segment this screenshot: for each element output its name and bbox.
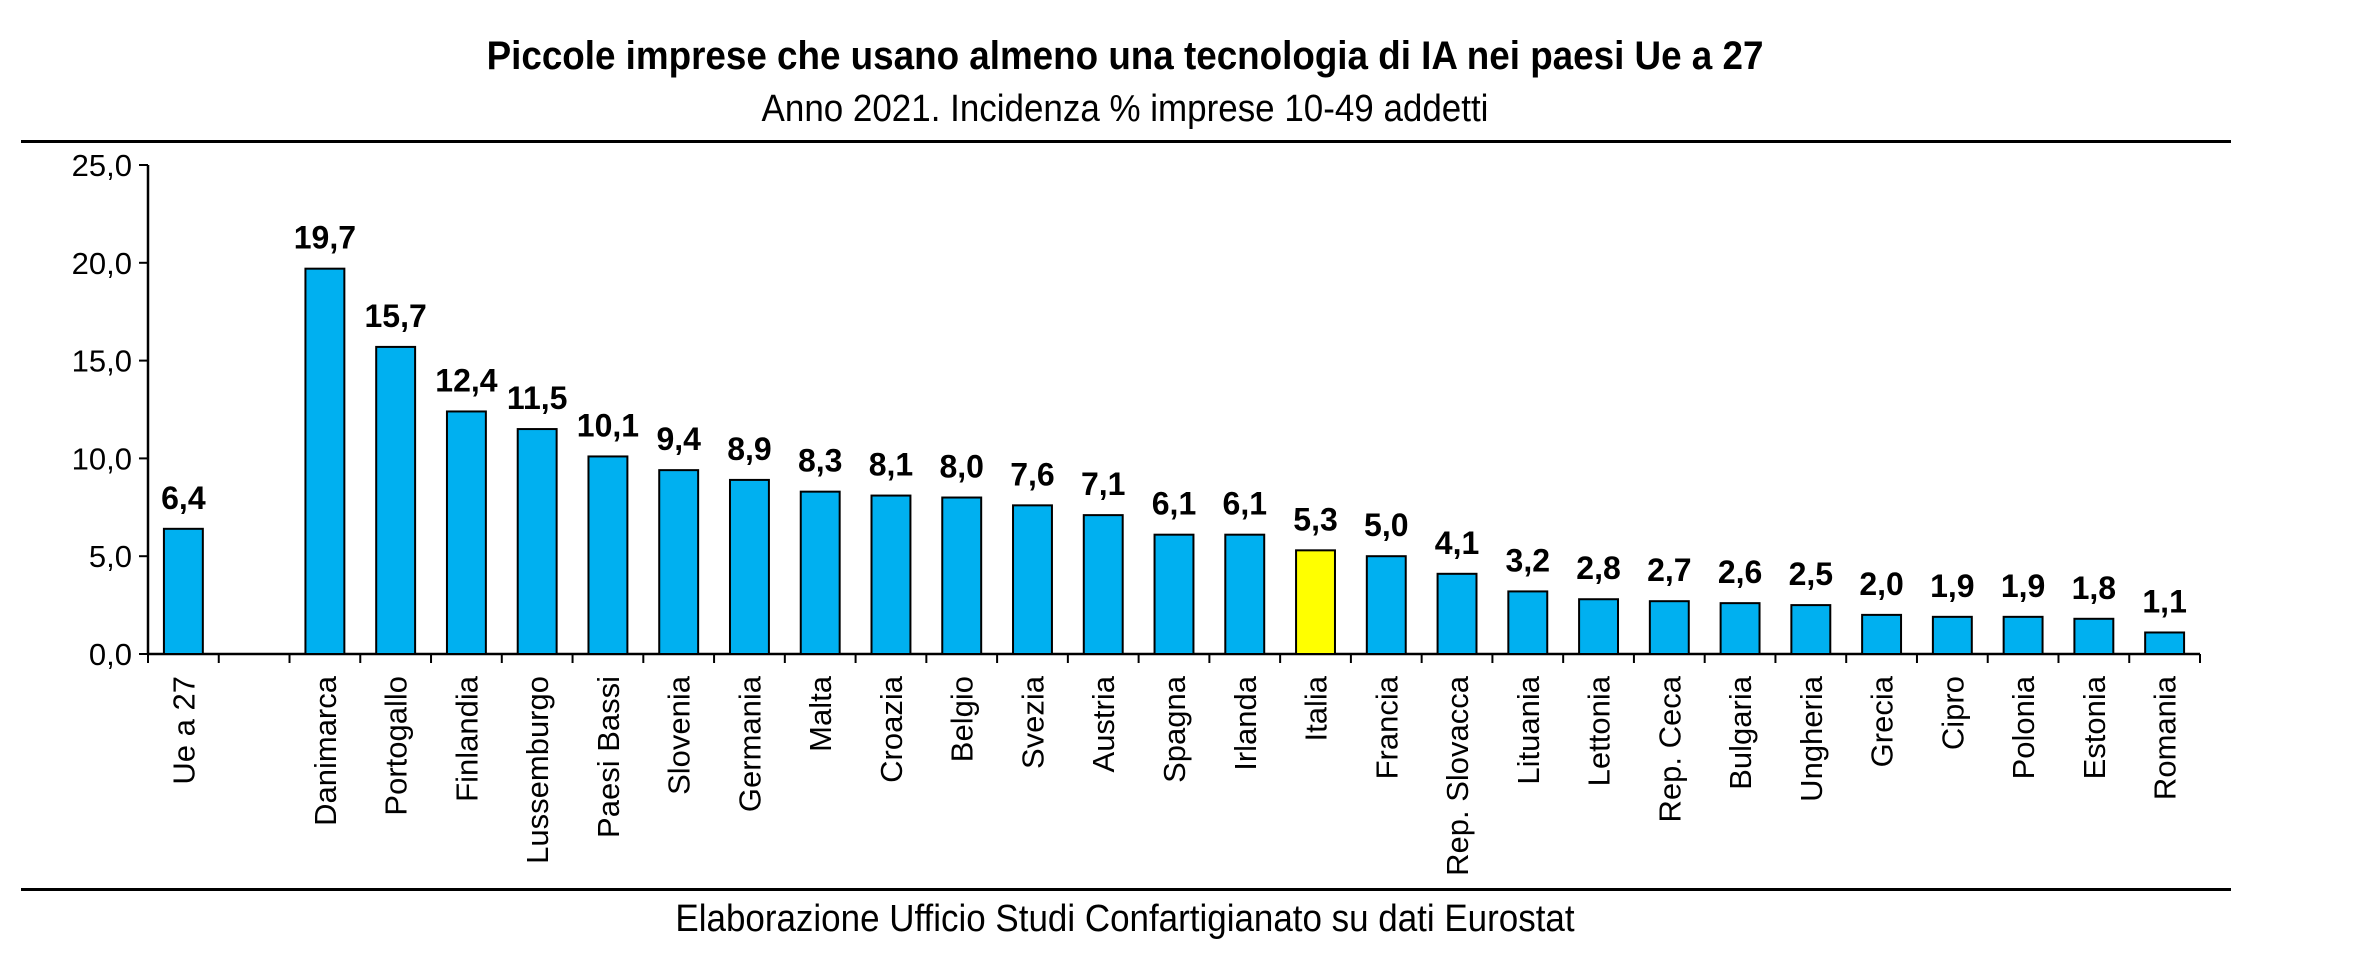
x-tick-label: Danimarca	[308, 675, 343, 826]
bar	[1153, 533, 1195, 656]
x-tick-label: Slovenia	[662, 675, 697, 795]
data-label: 5,3	[1293, 501, 1337, 537]
data-label: 2,8	[1576, 550, 1620, 586]
y-tick-label: 15,0	[72, 344, 132, 379]
bar	[1790, 604, 1832, 655]
bar	[1507, 590, 1549, 656]
data-label: 8,1	[869, 447, 913, 483]
data-label: 6,4	[161, 480, 206, 516]
x-tick-label: Svezia	[1015, 675, 1050, 769]
bar	[304, 267, 346, 655]
data-label: 1,8	[2072, 570, 2116, 606]
x-tick-label: Rep. Slovacca	[1440, 675, 1475, 876]
data-label: 3,2	[1506, 542, 1550, 578]
x-tick-label: Portogallo	[379, 676, 414, 816]
bar	[799, 490, 841, 656]
x-tick-label: Polonia	[2006, 675, 2041, 779]
x-tick-label: Cipro	[1935, 676, 1970, 750]
x-tick-label: Italia	[1299, 675, 1334, 741]
x-tick-label: Lussemburgo	[520, 676, 555, 864]
bar	[516, 428, 558, 655]
x-tick-label: Bulgaria	[1723, 675, 1758, 789]
bar	[728, 478, 770, 655]
data-label: 8,9	[727, 431, 771, 467]
bar	[2073, 617, 2115, 655]
data-label: 9,4	[656, 421, 701, 457]
y-tick-label: 25,0	[72, 148, 132, 183]
y-tick-label: 20,0	[72, 246, 132, 281]
x-tick-label: Estonia	[2077, 675, 2112, 779]
x-tick-label: Paesi Bassi	[591, 676, 626, 838]
x-tick-label: Grecia	[1865, 675, 1900, 767]
bar	[1648, 600, 1690, 655]
bar	[1012, 504, 1053, 655]
data-label: 7,6	[1010, 456, 1054, 492]
data-label: 6,1	[1223, 486, 1267, 522]
bottom-rule	[21, 888, 2231, 891]
x-tick-label: Lituania	[1511, 675, 1546, 784]
x-tick-label: Ungheria	[1794, 675, 1829, 802]
chart-source: Elaborazione Ufficio Studi Confartigiana…	[675, 898, 1575, 940]
data-label: 8,3	[798, 443, 842, 479]
bar	[1861, 613, 1903, 656]
x-tick-label: Romania	[2148, 675, 2183, 800]
top-rule	[21, 140, 2231, 143]
data-label: 2,7	[1647, 552, 1691, 588]
data-label: 2,0	[1859, 566, 1903, 602]
data-label: 19,7	[294, 220, 356, 256]
x-tick-label: Irlanda	[1228, 675, 1263, 771]
x-tick-label: Ue a 27	[166, 676, 201, 785]
bar	[162, 527, 204, 655]
x-tick-label: Germania	[732, 675, 767, 812]
data-label: 1,1	[2142, 583, 2186, 619]
bar	[445, 410, 487, 655]
bar	[1719, 602, 1761, 655]
data-label: 10,1	[577, 407, 639, 443]
data-label: 1,9	[1930, 568, 1974, 604]
x-tick-label: Belgio	[945, 676, 980, 762]
bar	[587, 455, 629, 655]
bar	[1365, 555, 1407, 656]
x-tick-label: Francia	[1369, 675, 1404, 779]
data-label: 4,1	[1435, 525, 1479, 561]
data-label: 1,9	[2001, 568, 2045, 604]
data-label: 2,5	[1789, 556, 1833, 592]
bar	[870, 494, 912, 655]
chart-title: Piccole imprese che usano almeno una tec…	[486, 34, 1764, 78]
data-label: 5,0	[1364, 507, 1408, 543]
y-tick-label: 10,0	[72, 441, 132, 476]
data-label: 15,7	[365, 298, 427, 334]
data-label: 6,1	[1152, 486, 1196, 522]
x-tick-label: Croazia	[874, 675, 909, 783]
bar	[941, 496, 983, 655]
data-label: 2,6	[1718, 554, 1762, 590]
bar	[1931, 615, 1973, 655]
y-tick-label: 5,0	[89, 539, 132, 574]
bar	[658, 469, 700, 655]
bar	[1224, 533, 1266, 656]
data-label: 7,1	[1081, 466, 1125, 502]
bar	[1295, 549, 1336, 655]
data-label: 12,4	[435, 362, 497, 398]
bar	[2002, 615, 2044, 655]
x-tick-label: Malta	[803, 675, 838, 752]
chart-subtitle: Anno 2021. Incidenza % imprese 10-49 add…	[761, 88, 1489, 130]
bar	[1578, 598, 1620, 655]
y-tick-label: 0,0	[89, 637, 132, 672]
bar	[1436, 572, 1478, 656]
bar	[1082, 514, 1124, 656]
data-label: 11,5	[507, 380, 568, 416]
bar	[375, 345, 417, 655]
x-tick-label: Spagna	[1157, 675, 1192, 783]
bar	[2144, 631, 2186, 656]
x-tick-label: Lettonia	[1582, 675, 1617, 786]
x-tick-label: Finlandia	[449, 675, 484, 802]
data-label: 8,0	[939, 449, 983, 485]
x-tick-label: Austria	[1086, 675, 1121, 772]
x-tick-label: Rep. Ceca	[1652, 675, 1687, 822]
